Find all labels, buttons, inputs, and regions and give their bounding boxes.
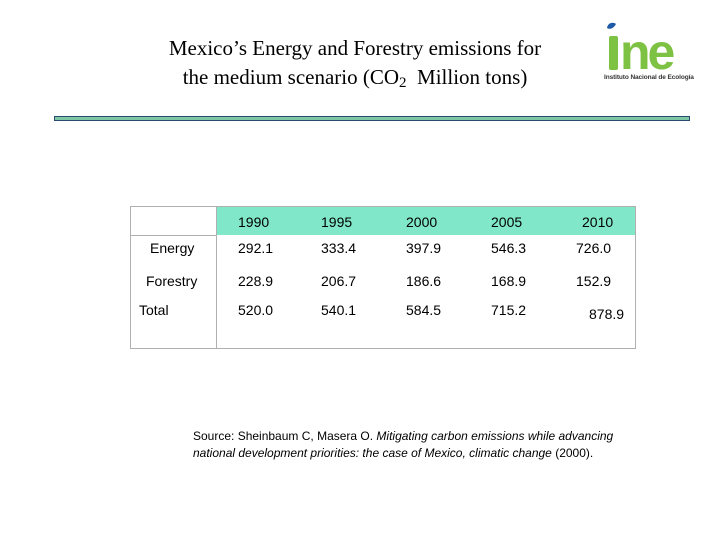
total-2010: 878.9	[589, 306, 625, 322]
forestry-1995: 206.7	[321, 273, 357, 289]
total-1990: 520.0	[238, 302, 274, 318]
ine-logo-mark: ne	[607, 22, 678, 80]
source-citation: Source: Sheinbaum C, Masera O. Mitigatin…	[193, 428, 633, 462]
total-2000: 584.5	[406, 302, 442, 318]
year-2010: 2010	[582, 214, 614, 230]
slide-title: Mexico’s Energy and Forestry emissions f…	[100, 34, 610, 98]
total-2005: 715.2	[491, 302, 527, 318]
year-2000: 2000	[406, 214, 438, 230]
energy-1995: 333.4	[321, 240, 357, 256]
total-1995: 540.1	[321, 302, 357, 318]
title-divider	[54, 116, 690, 121]
forestry-2005: 168.9	[491, 273, 527, 289]
table-header-divider	[131, 235, 217, 236]
title-subscript: 2	[399, 75, 407, 91]
forestry-1990: 228.9	[238, 273, 274, 289]
title-line-2-post: Million tons)	[406, 65, 528, 89]
row-label-total: Total	[139, 302, 169, 318]
emissions-table: 1990 1995 2000 2005 2010 Energy 292.1 33…	[130, 206, 636, 349]
ine-logo: ne Instituto Nacional de Ecología	[604, 22, 710, 94]
title-line-2-pre: the medium scenario (CO	[182, 65, 400, 89]
energy-2000: 397.9	[406, 240, 442, 256]
energy-2005: 546.3	[491, 240, 527, 256]
table-vertical-divider	[216, 207, 217, 348]
logo-leaf-icon	[607, 22, 616, 29]
logo-i-stem	[609, 36, 618, 70]
logo-caption: Instituto Nacional de Ecología	[604, 74, 694, 81]
forestry-2010: 152.9	[576, 273, 612, 289]
source-prefix: Source: Sheinbaum C, Masera O.	[193, 429, 377, 443]
forestry-2000: 186.6	[406, 273, 442, 289]
source-title: Mitigating carbon emissions while advanc…	[193, 429, 614, 460]
row-label-energy: Energy	[150, 240, 195, 256]
title-line-2: the medium scenario (CO2 Million tons)	[100, 63, 610, 98]
source-suffix: (2000).	[551, 446, 594, 460]
year-1990: 1990	[238, 214, 270, 230]
year-2005: 2005	[491, 214, 523, 230]
year-1995: 1995	[321, 214, 353, 230]
title-line-1: Mexico’s Energy and Forestry emissions f…	[168, 36, 542, 60]
table-header-band	[217, 207, 635, 235]
energy-1990: 292.1	[238, 240, 274, 256]
energy-2010: 726.0	[576, 240, 612, 256]
row-label-forestry: Forestry	[146, 273, 198, 289]
logo-ne-letters: ne	[620, 24, 675, 74]
